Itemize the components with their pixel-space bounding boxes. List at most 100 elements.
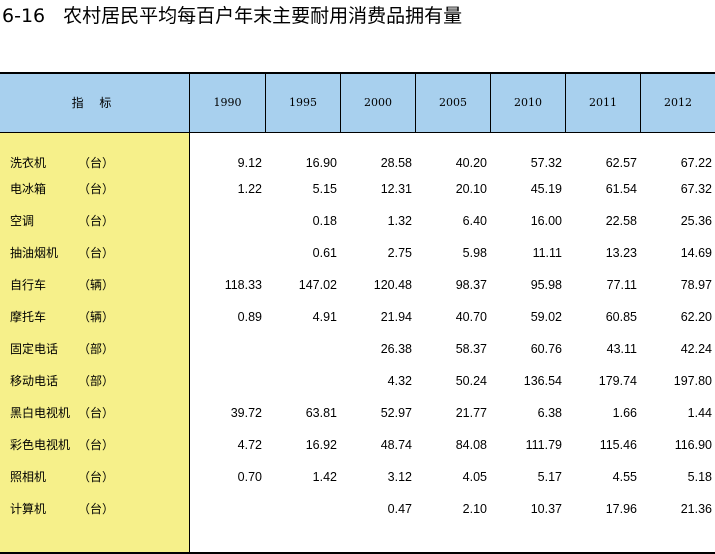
table-cell-value: 10.37 xyxy=(530,502,562,516)
table-cell-value: 22.58 xyxy=(605,214,637,228)
table-cell-value xyxy=(192,370,262,392)
row-unit: （部） xyxy=(78,374,115,388)
table-cell-value xyxy=(192,242,262,264)
table-row: 黑白电视机 （台） 39.72 63.81 52.97 21.77 6.38 1.66 1.44 xyxy=(0,402,715,424)
column-divider xyxy=(565,74,566,132)
data-table: 指 标 1990 1995 2000 2005 2010 2011 2012 洗衣机 （台） 9.… xyxy=(0,72,715,554)
table-cell-value: 95.98 xyxy=(530,278,562,292)
table-cell-value: 61.54 xyxy=(605,182,637,196)
table-row: 移动电话 （部） 4.32 50.24 136.54 179.74 197.80 xyxy=(0,370,715,392)
table-cell-value xyxy=(192,338,262,360)
row-unit: （台） xyxy=(78,502,115,516)
table-header-band xyxy=(0,74,715,132)
table-cell-value: 60.85 xyxy=(605,310,637,324)
row-unit: （台） xyxy=(78,406,115,420)
table-cell-value: 77.11 xyxy=(606,278,637,292)
row-indicator-name: 自行车 xyxy=(10,278,47,292)
table-title: 农村居民平均每百户年末主要耐用消费品拥有量 xyxy=(63,5,463,27)
table-cell-value: 62.20 xyxy=(680,310,712,324)
row-unit: （台） xyxy=(78,470,115,484)
table-cell-value: 0.70 xyxy=(237,470,262,484)
table-cell-value: 40.70 xyxy=(455,310,487,324)
row-unit: （台） xyxy=(78,156,115,170)
table-cell-value: 2.10 xyxy=(462,502,487,516)
table-cell-value: 14.69 xyxy=(680,246,712,260)
table-cell-value: 197.80 xyxy=(673,374,712,388)
table-cell-value: 5.17 xyxy=(537,470,562,484)
table-cell-value: 1.66 xyxy=(612,406,637,420)
table-cell-value: 5.15 xyxy=(312,182,337,196)
table-cell-value: 4.55 xyxy=(612,470,637,484)
header-indicator: 指 标 xyxy=(71,96,118,110)
table-cell-value: 1.32 xyxy=(387,214,412,228)
header-year: 1990 xyxy=(213,96,242,109)
header-year: 2010 xyxy=(514,96,542,109)
column-divider xyxy=(189,74,190,554)
table-row: 电冰箱 （台） 1.22 5.15 12.31 20.10 45.19 61.54 67.32 xyxy=(0,178,715,200)
row-unit: （台） xyxy=(78,246,115,260)
table-cell-value: 0.47 xyxy=(387,502,412,516)
header-year: 2012 xyxy=(664,96,692,109)
table-cell-value: 0.18 xyxy=(312,214,337,228)
column-divider xyxy=(490,74,491,132)
table-cell-value: 60.76 xyxy=(530,342,562,356)
row-indicator-name: 照相机 xyxy=(10,470,47,484)
row-indicator-name: 洗衣机 xyxy=(10,156,47,170)
row-unit: （辆） xyxy=(78,310,115,324)
column-divider xyxy=(415,74,416,132)
header-year: 2011 xyxy=(589,96,617,109)
row-indicator-name: 抽油烟机 xyxy=(10,246,59,260)
table-cell-value xyxy=(192,210,262,232)
table-cell-value: 25.36 xyxy=(680,214,712,228)
table-cell-value: 62.57 xyxy=(605,156,637,170)
table-row: 抽油烟机 （台） 0.61 2.75 5.98 11.11 13.23 14.69 xyxy=(0,242,715,264)
bottom-rule xyxy=(0,552,715,554)
row-indicator-name: 摩托车 xyxy=(10,310,47,324)
table-cell-value: 43.11 xyxy=(606,342,637,356)
table-cell-value: 58.37 xyxy=(455,342,487,356)
table-cell-value: 5.18 xyxy=(687,470,712,484)
table-cell-value: 98.37 xyxy=(455,278,487,292)
row-indicator-name: 固定电话 xyxy=(10,342,59,356)
table-cell-value: 78.97 xyxy=(680,278,712,292)
table-row: 彩色电视机 （台） 4.72 16.92 48.74 84.08 111.79 115.46 1… xyxy=(0,434,715,456)
table-cell-value: 50.24 xyxy=(455,374,487,388)
column-divider xyxy=(340,74,341,132)
table-row: 摩托车 （辆） 0.89 4.91 21.94 40.70 59.02 60.85 62.20 xyxy=(0,306,715,328)
table-row: 照相机 （台） 0.70 1.42 3.12 4.05 5.17 4.55 5.18 xyxy=(0,466,715,488)
table-cell-value: 111.79 xyxy=(525,438,562,452)
column-divider xyxy=(265,74,266,132)
row-indicator-name: 黑白电视机 xyxy=(10,406,71,420)
indicator-column-band xyxy=(0,133,189,554)
table-cell-value: 120.48 xyxy=(373,278,412,292)
row-indicator-name: 彩色电视机 xyxy=(10,438,71,452)
table-cell-value: 9.12 xyxy=(237,156,262,170)
table-cell-value: 118.33 xyxy=(224,278,262,292)
table-cell-value: 67.32 xyxy=(680,182,712,196)
row-unit: （台） xyxy=(78,214,115,228)
table-cell-value: 4.05 xyxy=(462,470,487,484)
table-cell-value: 4.72 xyxy=(237,438,262,452)
table-row: 空调 （台） 0.18 1.32 6.40 16.00 22.58 25.36 xyxy=(0,210,715,232)
header-year: 2000 xyxy=(364,96,392,109)
row-indicator-name: 移动电话 xyxy=(10,374,59,388)
table-cell-value: 21.77 xyxy=(455,406,487,420)
table-cell-value xyxy=(267,370,337,392)
table-cell-value: 67.22 xyxy=(680,156,712,170)
table-cell-value xyxy=(267,338,337,360)
table-cell-value: 4.32 xyxy=(387,374,412,388)
table-cell-value xyxy=(267,498,337,520)
table-row: 洗衣机 （台） 9.12 16.90 28.58 40.20 57.32 62.57 67.22 xyxy=(0,152,715,174)
row-indicator-name: 计算机 xyxy=(10,502,47,516)
table-row: 固定电话 （部） 26.38 58.37 60.76 43.11 42.24 xyxy=(0,338,715,360)
table-cell-value: 21.94 xyxy=(380,310,412,324)
row-indicator-name: 电冰箱 xyxy=(10,182,47,196)
table-cell-value: 59.02 xyxy=(530,310,562,324)
table-cell-value: 11.11 xyxy=(532,246,562,260)
header-rule xyxy=(0,132,715,133)
table-cell-value: 115.46 xyxy=(599,438,637,452)
table-cell-value: 40.20 xyxy=(455,156,487,170)
table-cell-value: 16.90 xyxy=(305,156,337,170)
table-cell-value: 1.44 xyxy=(687,406,712,420)
row-indicator-name: 空调 xyxy=(10,214,35,228)
